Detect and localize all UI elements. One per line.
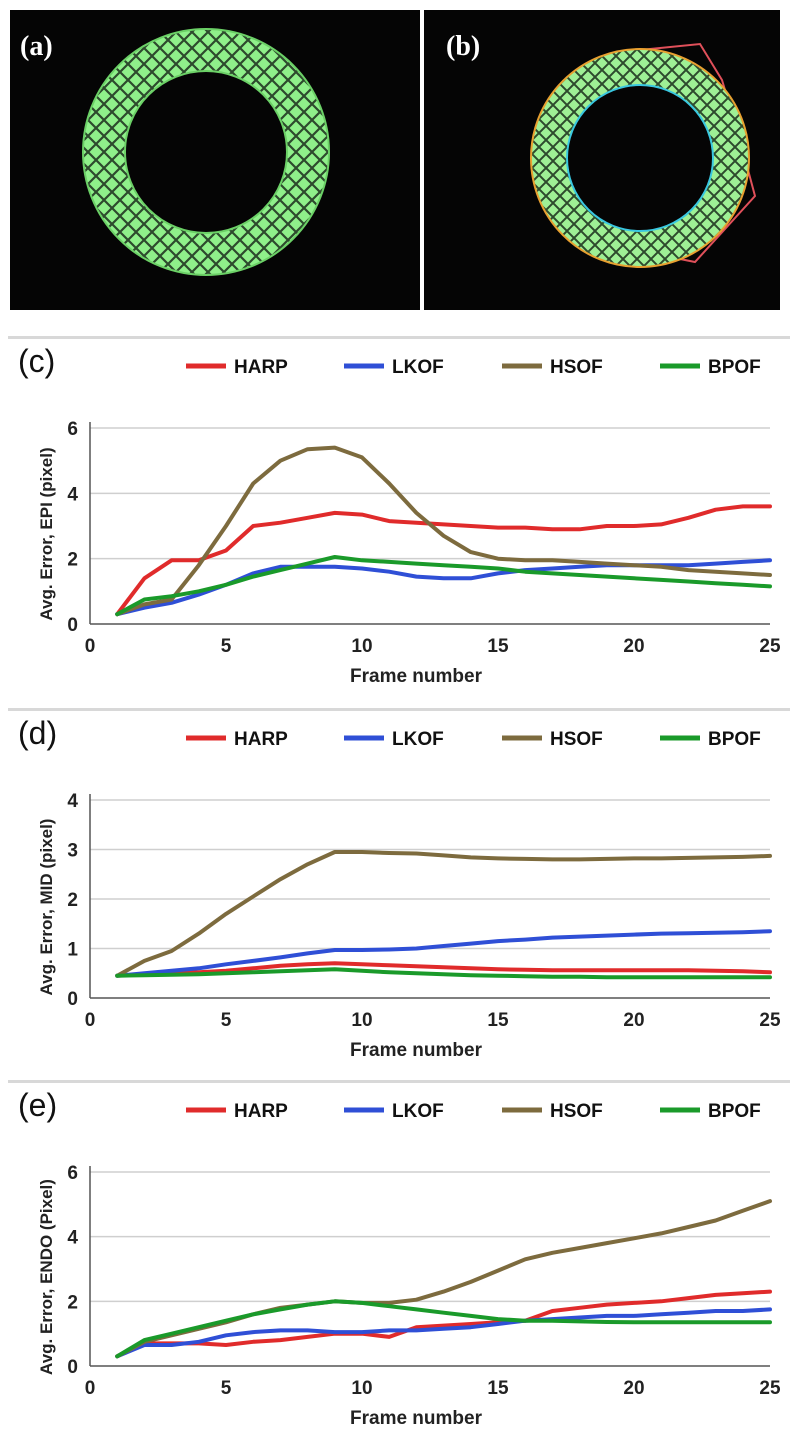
x-tick-label: 10	[351, 1378, 372, 1399]
x-axis-label: Frame number	[350, 1040, 483, 1061]
y-tick-label: 2	[67, 550, 78, 571]
x-tick-label: 15	[487, 1010, 509, 1031]
legend-label-bpof: BPOF	[708, 729, 761, 750]
chart-panel-d: (d) HARP LKOF HSOF BPOF 0 1 2 3 4 0 5 10 15 20 25 Frame …	[8, 708, 790, 1078]
x-tick-label: 25	[759, 1010, 781, 1031]
y-tick-label: 0	[67, 989, 78, 1010]
y-axis-label: Avg. Error, ENDO (Pixel)	[37, 1179, 56, 1375]
series-line-bpof	[115, 555, 772, 617]
chart-c-epi: (c) HARP LKOF HSOF BPOF 0 2 4 6 0 5 10 15 20 25 Frame n…	[18, 343, 781, 687]
panel-a-label: (a)	[20, 31, 53, 62]
y-tick-label: 4	[67, 1228, 78, 1249]
y-tick-label: 6	[67, 1163, 78, 1184]
x-tick-label: 25	[759, 1378, 781, 1399]
series-line-harp	[115, 1289, 772, 1359]
chart-e-endo: (e) HARP LKOF HSOF BPOF 0 2 4 6 0 5 10 15 20 25 Frame n…	[18, 1087, 781, 1429]
chart-panel-e: (e) HARP LKOF HSOF BPOF 0 2 4 6 0 5 10 15 20 25 Frame n…	[8, 1080, 790, 1446]
x-tick-label: 20	[623, 1378, 644, 1399]
ring-a	[82, 28, 330, 276]
legend-label-harp: HARP	[234, 729, 288, 750]
legend-label-hsof: HSOF	[550, 357, 603, 378]
series-line-lkof	[115, 1307, 772, 1359]
x-tick-label: 20	[623, 1010, 644, 1031]
x-tick-label: 10	[351, 1010, 372, 1031]
panel-divider	[8, 1080, 790, 1083]
series-line-harp	[115, 504, 772, 617]
y-tick-label: 2	[67, 890, 78, 911]
panel-divider	[8, 336, 790, 339]
series-line-bpof	[115, 967, 772, 980]
legend-label-lkof: LKOF	[392, 729, 444, 750]
x-axis-label: Frame number	[350, 666, 483, 687]
legend-label-harp: HARP	[234, 1101, 288, 1122]
legend-label-lkof: LKOF	[392, 357, 444, 378]
x-tick-label: 15	[487, 636, 509, 657]
legend-label-bpof: BPOF	[708, 1101, 761, 1122]
chart-d-mid: (d) HARP LKOF HSOF BPOF 0 1 2 3 4 0 5 10 15 20 25 Frame …	[18, 715, 781, 1061]
x-tick-label: 5	[221, 1010, 232, 1031]
x-tick-label: 15	[487, 1378, 509, 1399]
x-tick-label: 25	[759, 636, 781, 657]
y-tick-label: 1	[67, 940, 78, 961]
panel-label: (c)	[18, 343, 55, 379]
y-tick-label: 2	[67, 1292, 78, 1313]
series-line-lkof	[115, 929, 772, 978]
legend-label-hsof: HSOF	[550, 1101, 603, 1122]
series-line-hsof	[115, 1199, 772, 1359]
ring-b	[530, 42, 757, 268]
x-tick-label: 20	[623, 636, 644, 657]
y-tick-label: 3	[67, 841, 78, 862]
y-tick-label: 0	[67, 615, 78, 636]
series-line-harp	[115, 961, 772, 978]
series-line-bpof	[115, 1299, 772, 1359]
legend-label-lkof: LKOF	[392, 1101, 444, 1122]
y-axis-label: Avg. Error, EPI (pixel)	[37, 447, 56, 620]
x-tick-label: 0	[85, 1378, 96, 1399]
legend-label-harp: HARP	[234, 357, 288, 378]
y-tick-label: 4	[67, 484, 78, 505]
panel-divider	[8, 708, 790, 711]
series-line-hsof	[115, 850, 772, 978]
panel-label: (d)	[18, 715, 57, 751]
y-tick-label: 6	[67, 419, 78, 440]
x-tick-label: 10	[351, 636, 372, 657]
x-tick-label: 0	[85, 1010, 96, 1031]
y-tick-label: 4	[67, 791, 78, 812]
legend-label-hsof: HSOF	[550, 729, 603, 750]
x-axis-label: Frame number	[350, 1408, 483, 1429]
legend-label-bpof: BPOF	[708, 357, 761, 378]
panel-b-label: (b)	[446, 31, 480, 62]
y-tick-label: 0	[67, 1357, 78, 1378]
x-tick-label: 0	[85, 636, 96, 657]
x-tick-label: 5	[221, 1378, 232, 1399]
microscopy-figure: (a) (b)	[10, 10, 780, 310]
y-axis-label: Avg. Error, MID (pixel)	[37, 819, 56, 996]
chart-panel-c: (c) HARP LKOF HSOF BPOF 0 2 4 6 0 5 10 15 20 25 Frame n…	[8, 336, 790, 704]
panel-label: (e)	[18, 1087, 57, 1123]
x-tick-label: 5	[221, 636, 232, 657]
series-line-hsof	[115, 445, 772, 617]
